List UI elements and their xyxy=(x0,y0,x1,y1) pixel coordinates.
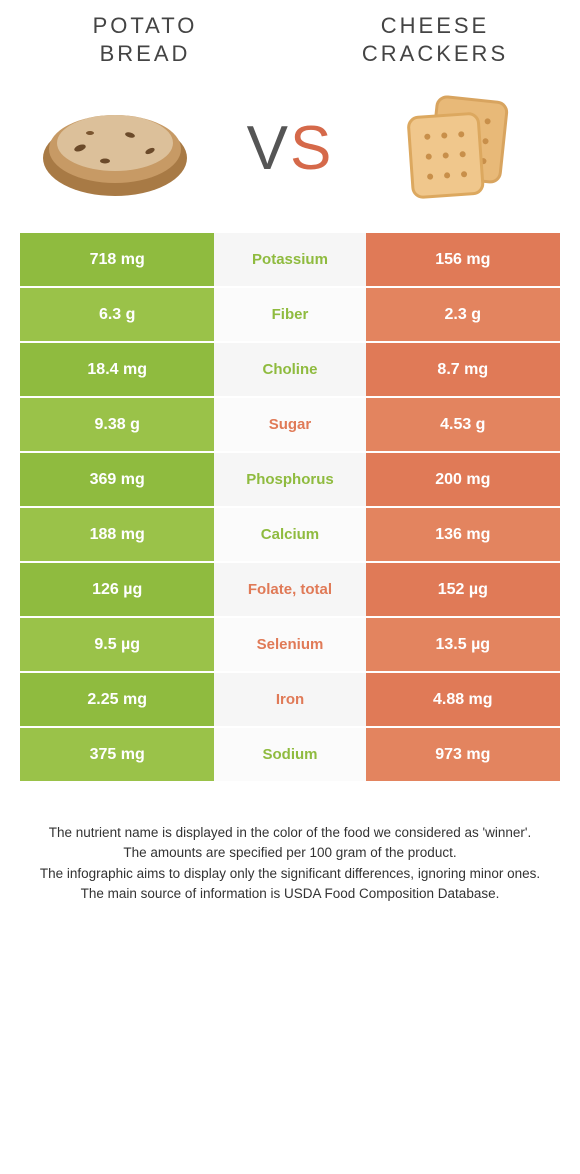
table-row: 18.4 mgCholine8.7 mg xyxy=(20,343,560,398)
title-right-l1: CHEESE xyxy=(381,13,489,38)
title-right: CHEESE CRACKERS xyxy=(290,12,580,67)
right-value: 2.3 g xyxy=(366,288,560,341)
footer-line-1: The nutrient name is displayed in the co… xyxy=(30,823,550,843)
nutrient-label: Fiber xyxy=(214,288,365,341)
title-left-l1: POTATO xyxy=(93,13,198,38)
nutrient-label: Calcium xyxy=(214,508,365,561)
right-value: 136 mg xyxy=(366,508,560,561)
nutrient-label: Phosphorus xyxy=(214,453,365,506)
table-row: 375 mgSodium973 mg xyxy=(20,728,560,783)
table-row: 9.38 gSugar4.53 g xyxy=(20,398,560,453)
vs-s: S xyxy=(290,114,333,183)
nutrient-label: Selenium xyxy=(214,618,365,671)
title-row: POTATO BREAD CHEESE CRACKERS xyxy=(0,0,580,73)
right-value: 4.88 mg xyxy=(366,673,560,726)
table-row: 2.25 mgIron4.88 mg xyxy=(20,673,560,728)
nutrient-label: Iron xyxy=(214,673,365,726)
nutrient-label: Potassium xyxy=(214,233,365,286)
table-row: 126 µgFolate, total152 µg xyxy=(20,563,560,618)
left-value: 2.25 mg xyxy=(20,673,214,726)
right-value: 200 mg xyxy=(366,453,560,506)
left-value: 718 mg xyxy=(20,233,214,286)
vs-v: V xyxy=(247,114,290,183)
right-value: 156 mg xyxy=(366,233,560,286)
left-value: 18.4 mg xyxy=(20,343,214,396)
right-value: 152 µg xyxy=(366,563,560,616)
footer-line-3: The infographic aims to display only the… xyxy=(30,864,550,884)
title-right-l2: CRACKERS xyxy=(362,41,508,66)
footer-line-4: The main source of information is USDA F… xyxy=(30,884,550,904)
right-value: 4.53 g xyxy=(366,398,560,451)
table-row: 6.3 gFiber2.3 g xyxy=(20,288,560,343)
left-value: 188 mg xyxy=(20,508,214,561)
footer-notes: The nutrient name is displayed in the co… xyxy=(30,823,550,944)
footer-line-2: The amounts are specified per 100 gram o… xyxy=(30,843,550,863)
title-left: POTATO BREAD xyxy=(0,12,290,67)
left-value: 9.5 µg xyxy=(20,618,214,671)
table-row: 188 mgCalcium136 mg xyxy=(20,508,560,563)
vs-label: VS xyxy=(247,113,334,184)
table-row: 718 mgPotassium156 mg xyxy=(20,233,560,288)
nutrient-label: Choline xyxy=(214,343,365,396)
nutrient-table: 718 mgPotassium156 mg6.3 gFiber2.3 g18.4… xyxy=(20,233,560,783)
right-value: 8.7 mg xyxy=(366,343,560,396)
left-value: 6.3 g xyxy=(20,288,214,341)
title-left-l2: BREAD xyxy=(100,41,191,66)
nutrient-label: Sodium xyxy=(214,728,365,781)
right-value: 973 mg xyxy=(366,728,560,781)
left-value: 369 mg xyxy=(20,453,214,506)
left-value: 375 mg xyxy=(20,728,214,781)
right-value: 13.5 µg xyxy=(366,618,560,671)
cheese-crackers-image xyxy=(380,83,550,213)
nutrient-label: Folate, total xyxy=(214,563,365,616)
table-row: 9.5 µgSelenium13.5 µg xyxy=(20,618,560,673)
potato-bread-image xyxy=(30,83,200,213)
left-value: 126 µg xyxy=(20,563,214,616)
nutrient-label: Sugar xyxy=(214,398,365,451)
left-value: 9.38 g xyxy=(20,398,214,451)
table-row: 369 mgPhosphorus200 mg xyxy=(20,453,560,508)
image-row: VS xyxy=(0,73,580,233)
